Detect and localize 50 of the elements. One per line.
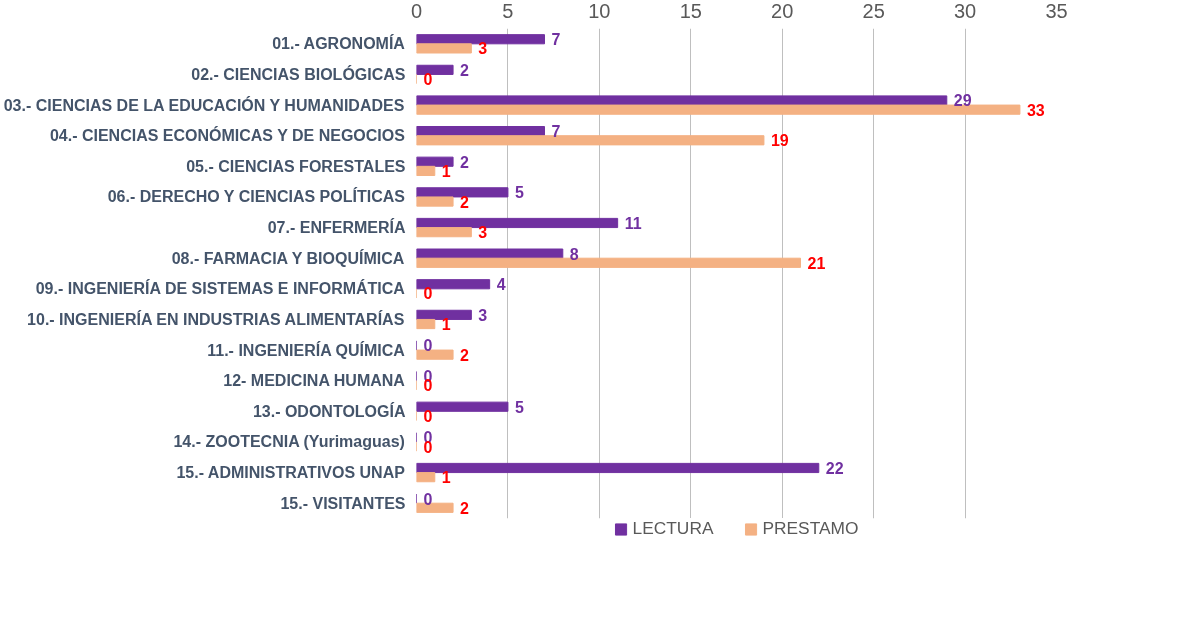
y-tick-label: 07.- ENFERMERÍA: [267, 218, 406, 237]
data-label: 5: [514, 398, 524, 416]
y-tick-label: 04.- CIENCIAS ECONÓMICAS Y DE NEGOCIOS: [49, 126, 406, 145]
x-tick-label: 20: [771, 0, 794, 22]
x-tick-label: 15: [679, 0, 702, 22]
data-label: 7: [551, 123, 561, 141]
x-tick-label: 10: [588, 0, 611, 22]
y-tick-label: 02.- CIENCIAS BIOLÓGICAS: [191, 64, 406, 83]
data-label: 19: [770, 132, 789, 150]
y-tick-label: 05.- CIENCIAS FORESTALES: [186, 157, 406, 175]
data-label: 21: [807, 254, 826, 272]
data-label: 0: [423, 285, 433, 303]
y-tick-label: 03.- CIENCIAS DE LA EDUCACIÓN Y HUMANIDADES: [3, 95, 405, 114]
data-label: 3: [478, 306, 488, 324]
y-tick-label: 09.- INGENIERÍA DE SISTEMAS E INFORMÁTICA: [35, 279, 406, 298]
y-tick-label: 15.- ADMINISTRATIVOS UNAP: [176, 464, 406, 482]
legend-label: LECTURA: [632, 518, 714, 539]
x-tick-label: 5: [502, 0, 514, 22]
data-label: 1: [441, 469, 451, 487]
data-label: 0: [423, 407, 433, 425]
data-label: 4: [496, 276, 506, 294]
x-tick-label: 0: [410, 0, 423, 22]
data-label: 1: [441, 162, 451, 180]
y-tick-label: 01.- AGRONOMÍA: [272, 34, 406, 53]
legend-label: PRESTAMO: [762, 518, 859, 539]
data-label: 22: [825, 459, 844, 477]
data-label: 11: [624, 214, 642, 232]
data-label: 1: [441, 316, 451, 334]
y-tick-label: 08.- FARMACIA Y BIOQUÍMICA: [171, 248, 405, 267]
data-label: 3: [478, 40, 488, 58]
y-tick-label: 10.- INGENIERÍA EN INDUSTRIAS ALIMENTARÍAS: [27, 309, 405, 328]
data-label: 5: [514, 184, 524, 202]
data-label: 2: [460, 346, 470, 364]
y-tick-label: 06.- DERECHO Y CIENCIAS POLÍTICAS: [107, 187, 406, 206]
data-label: 33: [1026, 101, 1045, 119]
data-label: 2: [460, 499, 470, 517]
data-label: 2: [460, 193, 470, 211]
x-tick-label: 30: [953, 0, 977, 22]
y-tick-label: 14.- ZOOTECNIA (Yurimaguas): [173, 433, 405, 451]
data-label: 2: [460, 61, 470, 79]
y-tick-label: 15.- VISITANTES: [280, 494, 406, 512]
y-tick-label: 13.- ODONTOLOGÍA: [252, 401, 406, 420]
data-label: 3: [478, 224, 488, 242]
data-label: 2: [460, 153, 470, 171]
data-label: 7: [551, 31, 561, 49]
x-tick-label: 25: [862, 0, 885, 22]
data-label: 0: [423, 71, 433, 89]
x-tick-label: 35: [1045, 0, 1068, 22]
y-tick-label: 11.- INGENIERÍA QUÍMICA: [207, 340, 406, 359]
y-tick-label: 12- MEDICINA HUMANA: [223, 372, 406, 390]
